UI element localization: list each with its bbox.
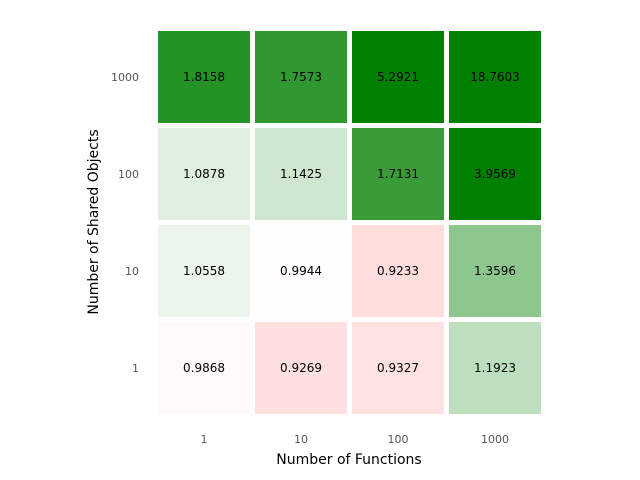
heatmap-cell <box>158 225 250 317</box>
heatmap-cell-value: 18.7603 <box>470 70 520 84</box>
heatmap-cell <box>255 225 347 317</box>
heatmap-cell-value: 1.7573 <box>280 70 322 84</box>
heatmap-cell-value: 1.1425 <box>280 167 322 181</box>
heatmap-cell-value: 1.0878 <box>183 167 225 181</box>
heatmap-cell-value: 0.9327 <box>377 361 419 375</box>
heatmap-cell <box>449 128 541 220</box>
x-tick-label: 100 <box>388 433 409 446</box>
heatmap-cell <box>255 322 347 414</box>
heatmap-cell-value: 1.8158 <box>183 70 225 84</box>
heatmap-cell-value: 1.0558 <box>183 264 225 278</box>
heatmap-cell-value: 0.9868 <box>183 361 225 375</box>
heatmap-cell <box>255 128 347 220</box>
x-axis-title: Number of Functions <box>276 452 421 468</box>
y-axis-tick-labels: 1000 100 10 1 <box>111 71 139 375</box>
heatmap-cell <box>255 31 347 123</box>
heatmap-cell-value: 1.7131 <box>377 167 419 181</box>
x-tick-label: 10 <box>294 433 308 446</box>
heatmap-cell <box>449 322 541 414</box>
heatmap-cell <box>352 128 444 220</box>
heatmap-cell-value: 0.9233 <box>377 264 419 278</box>
x-tick-label: 1000 <box>481 433 509 446</box>
heatmap-cell-value: 3.9569 <box>474 167 516 181</box>
heatmap-cell <box>449 31 541 123</box>
heatmap-cell-labels: 1.8158 1.7573 5.2921 18.7603 1.0878 1.1425 1.7… <box>183 70 520 375</box>
heatmap-cell <box>158 31 250 123</box>
x-tick-label: 1 <box>201 433 208 446</box>
y-tick-label: 1 <box>132 362 139 375</box>
x-axis-tick-labels: 1 10 100 1000 <box>201 433 510 446</box>
y-tick-label: 100 <box>118 168 139 181</box>
heatmap-cell-value: 0.9269 <box>280 361 322 375</box>
heatmap-cell-value: 0.9944 <box>280 264 322 278</box>
y-axis-title: Number of Shared Objects <box>86 129 102 314</box>
heatmap-cell-value: 1.3596 <box>474 264 516 278</box>
y-tick-label: 10 <box>125 265 139 278</box>
heatmap-cell-value: 5.2921 <box>377 70 419 84</box>
heatmap-cell <box>352 225 444 317</box>
heatmap-cell <box>449 225 541 317</box>
heatmap-cell <box>352 322 444 414</box>
heatmap-cell <box>158 128 250 220</box>
y-tick-label: 1000 <box>111 71 139 84</box>
heatmap-cell <box>352 31 444 123</box>
heatmap-cell-value: 1.1923 <box>474 361 516 375</box>
heatmap-cell <box>158 322 250 414</box>
heatmap-cells <box>158 31 541 414</box>
